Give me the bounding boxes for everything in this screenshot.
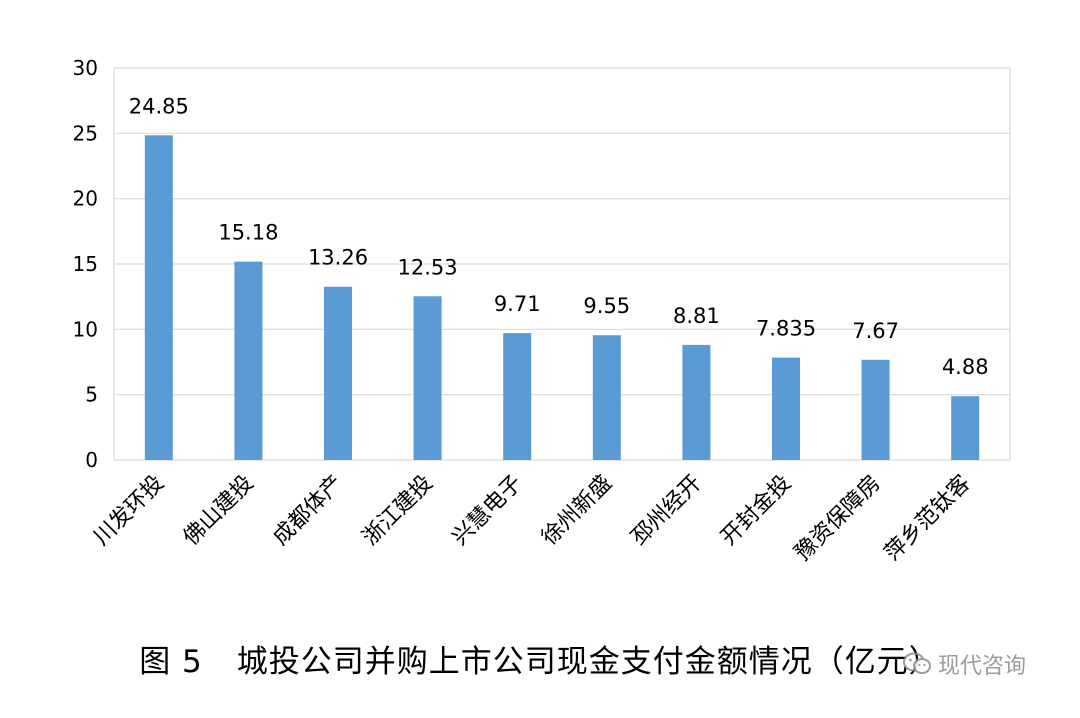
caption-text: 城投公司并购上市公司现金支付金额情况（亿元） [236, 644, 941, 680]
category-label: 徐州新盛 [537, 471, 617, 551]
data-label: 8.81 [673, 304, 720, 328]
bar-chart: 0 5 10 15 20 25 30 24.85 15.18 13.26 12.53 9.71 9.5… [73, 56, 1011, 566]
figure-caption: 图 5 城投公司并购上市公司现金支付金额情况（亿元） [0, 636, 1080, 681]
bar [234, 261, 263, 460]
category-label: 开封金投 [716, 471, 796, 551]
data-label: 13.26 [308, 246, 368, 270]
y-tick-label: 10 [73, 317, 98, 341]
y-tick-label: 25 [73, 121, 98, 145]
bars [144, 135, 980, 460]
bar [413, 296, 442, 460]
category-labels: 川发环投 佛山建投 成都体产 浙江建投 兴慧电子 徐州新盛 邳州经开 开封金投豫资保障房萍乡范… [89, 471, 975, 566]
bar [951, 396, 980, 460]
bar [592, 335, 621, 460]
category-label: 浙江建投 [358, 471, 438, 551]
category-label: 邳州经开 [627, 471, 707, 551]
data-label: 9.55 [583, 294, 630, 318]
category-label: 豫资保障房 [790, 471, 885, 566]
category-label: 兴慧电子 [448, 471, 528, 551]
y-tick-label: 5 [85, 383, 98, 407]
watermark-text: 现代咨询 [938, 654, 1027, 679]
y-tick-label: 0 [85, 448, 98, 472]
gridlines [113, 67, 1011, 461]
y-tick-label: 30 [73, 56, 98, 80]
data-label: 24.85 [129, 94, 189, 118]
bar [682, 344, 711, 460]
data-label: 7.835 [756, 317, 816, 341]
bar [772, 357, 800, 460]
wechat-icon [903, 652, 931, 674]
category-label: 佛山建投 [179, 471, 259, 551]
bar [144, 135, 173, 460]
category-label: 萍乡范钛客 [880, 471, 975, 566]
y-tick-label: 15 [73, 252, 98, 276]
data-label: 12.53 [398, 255, 458, 279]
watermark: 现代咨询 [902, 648, 1026, 680]
data-label: 9.71 [494, 292, 541, 316]
bar [324, 286, 352, 460]
category-label: 川发环投 [89, 471, 169, 551]
data-labels: 24.85 15.18 13.26 12.53 9.71 9.55 8.81 7.835 7.6… [129, 94, 989, 379]
y-axis-ticks: 0 5 10 15 20 25 30 [73, 56, 98, 472]
category-label: 成都体产 [268, 471, 348, 551]
bar [861, 359, 890, 460]
y-tick-label: 20 [73, 187, 98, 211]
data-label: 4.88 [942, 355, 989, 379]
data-label: 15.18 [218, 221, 278, 245]
figure-number: 图 5 [139, 644, 203, 680]
bar [503, 333, 532, 460]
data-label: 7.67 [852, 319, 899, 343]
